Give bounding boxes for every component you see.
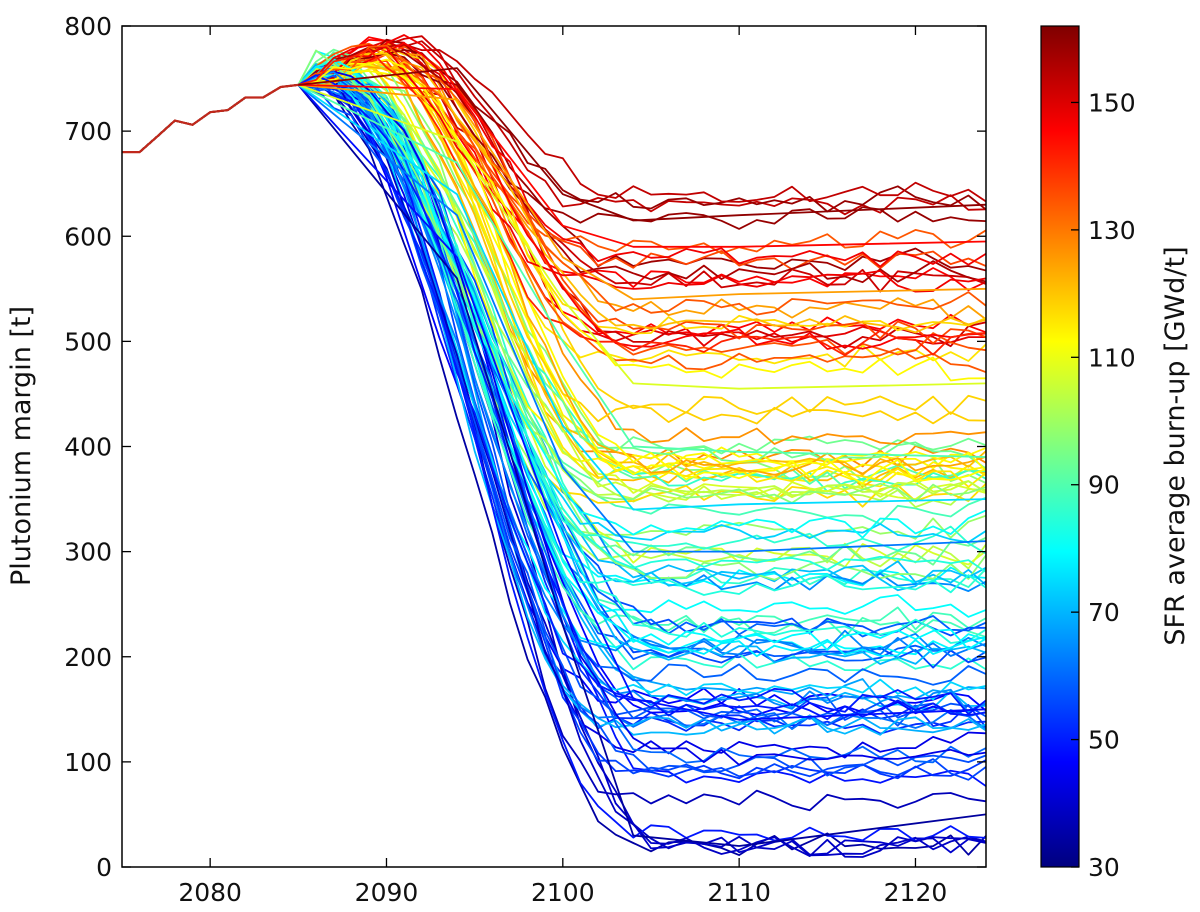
x-tick-label: 2100 (531, 878, 595, 907)
y-tick-label: 0 (96, 853, 112, 882)
x-tick-label: 2110 (707, 878, 771, 907)
y-tick-label: 600 (64, 222, 112, 251)
series-lines (122, 34, 986, 858)
x-axis: 2080 2090 2100 2110 2120 (178, 26, 947, 907)
colorbar-tick-label: 50 (1088, 726, 1120, 755)
y-tick-label: 700 (64, 117, 112, 146)
colorbar-tick-label: 110 (1088, 343, 1136, 372)
y-tick-label: 200 (64, 643, 112, 672)
colorbar-tick-label: 30 (1088, 853, 1120, 882)
y-tick-label: 800 (64, 12, 112, 41)
y-axis-label: Plutonium margin [t] (6, 306, 37, 586)
y-tick-label: 300 (64, 538, 112, 567)
common-history-line (122, 83, 299, 154)
x-tick-label: 2120 (884, 878, 948, 907)
y-tick-label: 500 (64, 327, 112, 356)
colorbar (1040, 25, 1080, 868)
x-tick-label: 2090 (355, 878, 419, 907)
colorbar-label: SFR average burn-up [GWd/t] (1160, 246, 1191, 645)
colorbar-tick-label: 150 (1088, 88, 1136, 117)
y-axis: 0 100 200 300 400 500 600 700 800 (64, 12, 986, 882)
colorbar-axis: 30 50 70 90 110 130 150 (1071, 88, 1136, 882)
colorbar-tick-label: 130 (1088, 216, 1136, 245)
colorbar-tick-label: 90 (1088, 471, 1120, 500)
y-tick-label: 400 (64, 433, 112, 462)
y-tick-label: 100 (64, 748, 112, 777)
x-tick-label: 2080 (178, 878, 242, 907)
colorbar-tick-label: 70 (1088, 598, 1120, 627)
